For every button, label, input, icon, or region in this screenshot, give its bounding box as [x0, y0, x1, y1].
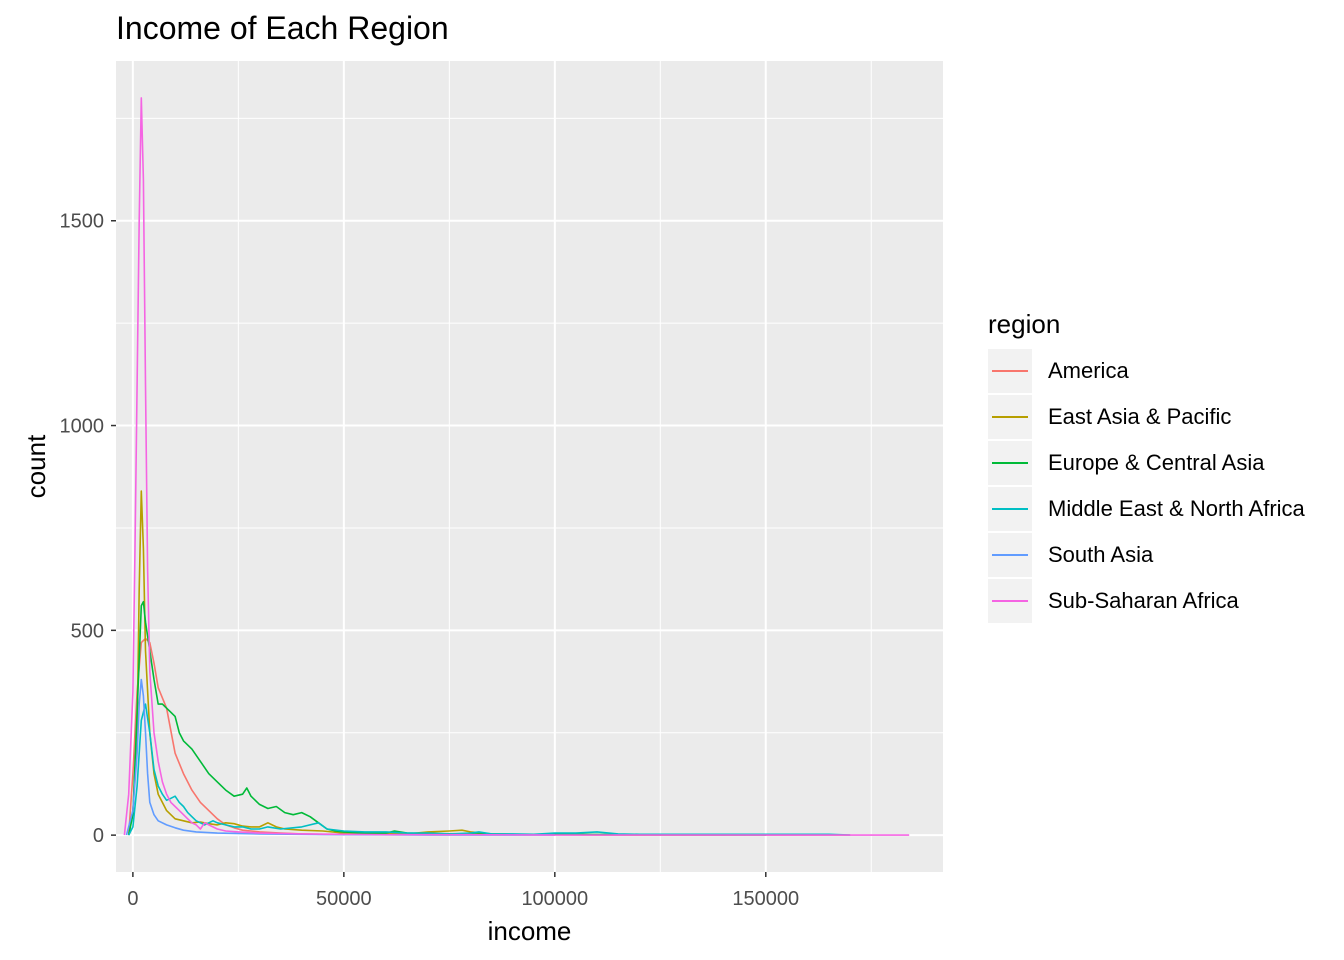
legend-title: region [988, 309, 1061, 339]
legend-label: Europe & Central Asia [1048, 450, 1265, 475]
legend: region America East Asia & Pacific Europe … [988, 308, 1338, 624]
y-tick-label: 1000 [60, 416, 105, 438]
y-axis-title: count [21, 434, 51, 498]
legend-label: South Asia [1048, 542, 1154, 567]
plot-panel-background [116, 61, 943, 872]
legend-key-line [992, 600, 1028, 602]
x-axis-title: income [488, 916, 572, 946]
major-gridlines [116, 61, 943, 872]
legend-label: East Asia & Pacific [1048, 404, 1232, 429]
series-lines [123, 97, 910, 836]
legend-key-line [992, 462, 1028, 464]
chart-title: Income of Each Region [116, 10, 449, 46]
y-tick-label: 500 [71, 620, 104, 642]
y-tick-label: 1500 [60, 211, 105, 233]
legend-key [988, 349, 1032, 393]
series-line-east-asia-pacific [127, 490, 766, 836]
series-line-middle-east-north-africa [127, 703, 851, 836]
y-axis: 0 500 1000 1500 [60, 211, 116, 847]
x-axis: 0 50000 100000 150000 [127, 872, 799, 910]
legend-item-america: America [988, 348, 1338, 394]
legend-label: Sub-Saharan Africa [1048, 588, 1239, 613]
legend-item-east-asia-pacific: East Asia & Pacific [988, 394, 1338, 440]
legend-label: Middle East & North Africa [1048, 496, 1305, 521]
legend-item-sub-saharan-africa: Sub-Saharan Africa [988, 578, 1338, 624]
x-tick-label: 50000 [316, 888, 372, 910]
legend-key-line [992, 416, 1028, 418]
legend-key-line [992, 554, 1028, 556]
legend-items: America East Asia & Pacific Europe & Centr… [988, 348, 1338, 624]
minor-gridlines [116, 61, 943, 872]
legend-label: America [1048, 358, 1129, 383]
series-line-sub-saharan-africa [123, 97, 910, 836]
legend-key [988, 395, 1032, 439]
legend-item-south-asia: South Asia [988, 532, 1338, 578]
x-tick-label: 150000 [732, 888, 799, 910]
legend-item-middle-east-north-africa: Middle East & North Africa [988, 486, 1338, 532]
legend-key-line [992, 370, 1028, 372]
legend-key [988, 533, 1032, 577]
legend-key-line [992, 508, 1028, 510]
legend-key [988, 487, 1032, 531]
y-tick-label: 0 [93, 825, 104, 847]
x-tick-label: 0 [127, 888, 138, 910]
x-tick-label: 100000 [521, 888, 588, 910]
legend-key [988, 441, 1032, 485]
legend-item-europe-central-asia: Europe & Central Asia [988, 440, 1338, 486]
legend-key [988, 579, 1032, 623]
